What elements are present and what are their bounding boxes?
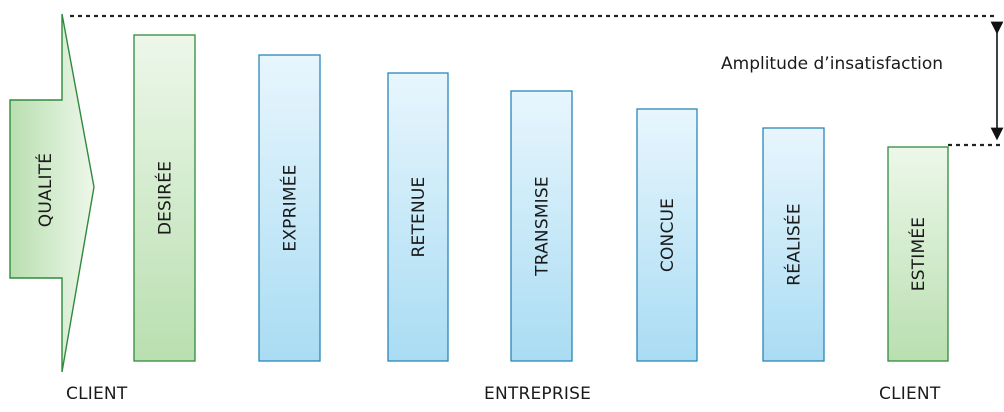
bar-desiree — [133, 34, 196, 362]
bar-estimee — [887, 146, 949, 362]
quality-arrow-label: QUALITÉ — [34, 153, 56, 227]
bars-group: DESIRÉE EXPRIMÉE RETENUE TRANSMISE CONCUE RÉA… — [133, 34, 949, 362]
bar-exprimee — [258, 54, 321, 362]
bar-label-concue: CONCUE — [658, 198, 678, 272]
quality-arrow-shape — [9, 13, 95, 373]
bar-label-realisee: RÉALISÉE — [783, 203, 805, 286]
footer-entreprise: ENTREPRISE — [484, 384, 592, 404]
bar-label-estimee: ESTIMÉE — [907, 217, 929, 291]
footer-client-right: CLIENT — [879, 384, 941, 404]
bar-label-exprimee: EXPRIMÉE — [279, 164, 301, 251]
footer-client-left: CLIENT — [66, 384, 128, 404]
amplitude-label: Amplitude d’insatisfaction — [721, 54, 944, 74]
bar-concue — [636, 108, 698, 362]
bar-label-retenue: RETENUE — [409, 177, 429, 258]
bar-retenue — [387, 72, 449, 362]
bar-realisee — [762, 127, 825, 362]
bar-label-transmise: TRANSMISE — [533, 176, 553, 277]
bar-label-desiree: DESIRÉE — [154, 161, 176, 235]
bar-transmise — [510, 90, 573, 362]
